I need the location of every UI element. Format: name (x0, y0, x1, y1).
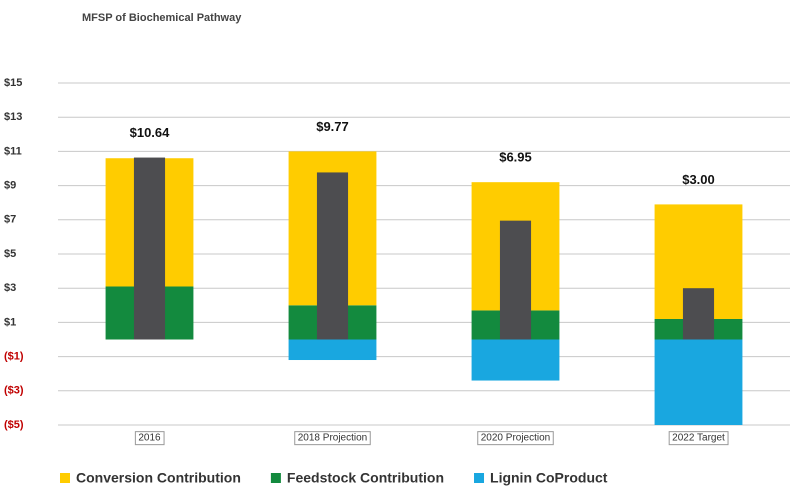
x-label-box (477, 431, 554, 446)
value-label: $9.77 (316, 119, 349, 134)
legend-label: Feedstock Contribution (287, 470, 444, 486)
y-tick-label: $5 (4, 248, 16, 260)
y-tick-label: $13 (4, 111, 22, 123)
y-tick-label: ($5) (4, 419, 24, 431)
legend-swatch (270, 473, 281, 483)
x-label-box (668, 431, 729, 446)
legend-swatch (60, 473, 70, 483)
x-tick-label: 2020 Projection (481, 433, 551, 444)
x-tick-label: 2022 Target (672, 433, 725, 444)
y-tick-label: $9 (4, 180, 16, 192)
bar-segment (471, 339, 560, 381)
chart-title: MFSP of Biochemical Pathway (82, 12, 242, 24)
value-label: $3.00 (682, 172, 715, 187)
y-tick-label: ($1) (4, 351, 24, 363)
x-label-box (134, 431, 165, 446)
x-tick-label: 2018 Projection (298, 433, 368, 444)
y-tick-label: $11 (4, 145, 22, 157)
x-label-box (294, 431, 371, 446)
mfsp-bar (499, 220, 532, 340)
y-tick-label: $15 (4, 77, 22, 89)
y-tick-label: ($3) (4, 385, 24, 397)
y-tick-label: $1 (4, 316, 16, 328)
mfsp-bar (133, 157, 166, 340)
mfsp-bar (682, 288, 715, 340)
mfsp-bar (316, 172, 349, 340)
legend-label: Conversion Contribution (76, 470, 241, 486)
y-tick-label: $7 (4, 214, 16, 226)
legend-label: Lignin CoProduct (490, 470, 608, 486)
legend-swatch (474, 473, 485, 483)
value-label: $10.64 (130, 125, 171, 140)
y-tick-label: $3 (4, 282, 16, 294)
x-tick-label: 2016 (138, 433, 161, 444)
value-label: $6.95 (499, 150, 532, 165)
bar-segment (654, 339, 743, 425)
bar-segment (288, 339, 377, 361)
